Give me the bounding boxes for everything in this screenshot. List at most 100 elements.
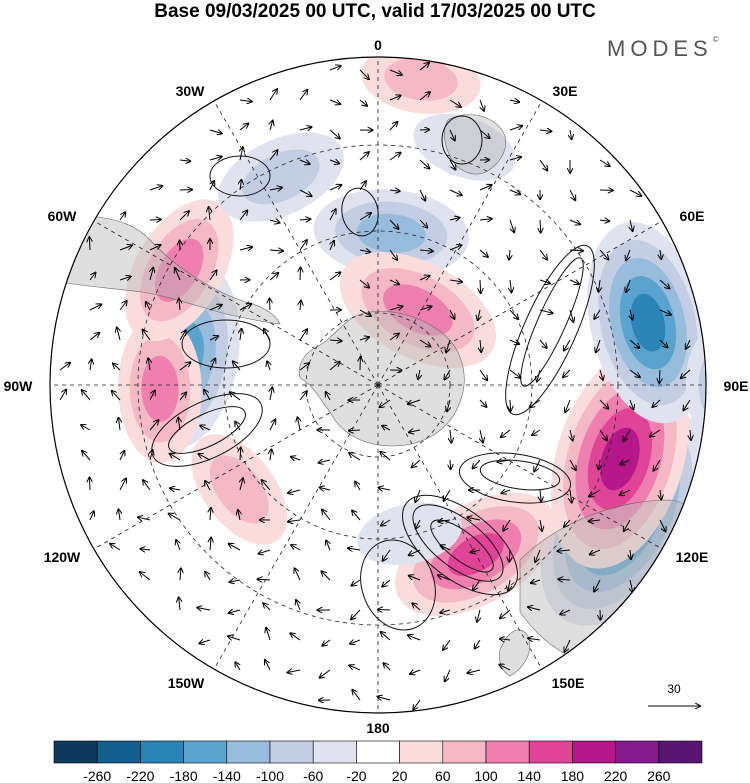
wind-arrow	[258, 579, 271, 580]
wind-arrow	[330, 241, 334, 251]
wind-arrow	[382, 426, 391, 430]
wind-arrow	[509, 189, 520, 194]
lon-label-30e: 30E	[553, 83, 578, 99]
anomaly-center-14	[357, 502, 462, 566]
wind-arrow	[329, 272, 340, 281]
wind-arrow	[419, 92, 430, 101]
wind-arrow	[269, 150, 278, 161]
wind-arrow	[539, 280, 550, 283]
wind-arrow	[589, 489, 601, 497]
wind-arrow	[412, 603, 421, 611]
wind-arrow	[419, 219, 427, 228]
colorbar-swatch	[615, 740, 660, 764]
wind-arrow	[594, 309, 601, 319]
wind-arrow	[240, 448, 241, 461]
wind-arrow	[329, 129, 340, 139]
wind-arrow	[378, 697, 391, 700]
wind-arrow	[138, 517, 151, 520]
wind-arrow	[239, 124, 248, 131]
wind-arrow	[419, 339, 431, 347]
wind-arrow	[569, 189, 575, 200]
wind-arrow	[288, 670, 301, 673]
anomaly-level	[413, 113, 516, 181]
wind-arrow	[349, 430, 361, 431]
longitude-labels: 0 30W 30E 60W 60E 90W 90E 120W 120E 150W…	[4, 37, 749, 736]
wind-arrow	[509, 249, 510, 260]
meridian	[213, 384, 379, 670]
colorbar-tick-label: -260	[83, 768, 111, 783]
reference-vector-label: 30	[667, 682, 681, 696]
colorbar-swatch	[572, 740, 616, 764]
wind-arrow	[230, 580, 241, 582]
wind-arrow	[269, 420, 275, 431]
wind-arrow	[229, 544, 241, 551]
wind-arrow	[326, 392, 330, 401]
wind-arrow	[299, 127, 312, 130]
wind-arrow	[630, 549, 631, 559]
anomaly-field	[50, 57, 706, 713]
wind-arrow	[263, 603, 271, 611]
wind-arrow	[389, 96, 401, 101]
wind-arrow	[629, 369, 640, 377]
wind-arrow	[143, 480, 151, 491]
wind-arrow	[445, 669, 451, 681]
wind-arrow	[509, 309, 518, 319]
wind-arrow	[508, 579, 510, 591]
wind-arrow	[90, 478, 91, 491]
wind-arrow	[415, 489, 421, 502]
land-masses	[59, 114, 706, 677]
wind-arrow	[348, 548, 361, 550]
wind-arrow	[652, 399, 661, 407]
wind-arrow	[239, 304, 251, 311]
wind-arrow	[89, 304, 101, 311]
wind-arrow	[440, 610, 451, 613]
wind-arrow	[570, 489, 572, 503]
wind-arrow	[659, 339, 668, 347]
wind-arrow	[89, 333, 99, 341]
wind-arrow	[355, 482, 361, 491]
wind-arrow	[235, 422, 241, 431]
colorbar-swatch	[226, 740, 271, 764]
colorbar-tick-label: -140	[213, 768, 241, 783]
wind-arrow	[531, 580, 541, 583]
wind-arrow	[179, 393, 186, 401]
wind-arrow	[262, 480, 271, 491]
wind-arrow	[510, 279, 512, 292]
wind-arrow	[659, 369, 660, 383]
wind-arrow	[240, 147, 243, 161]
wind-arrow	[528, 607, 541, 610]
wind-arrow	[82, 451, 91, 461]
wind-arrow	[266, 628, 271, 641]
colorbar-swatch	[183, 740, 228, 764]
wind-arrow	[120, 451, 124, 461]
wind-arrow	[389, 219, 399, 229]
colorbar-tick-label: -100	[256, 768, 284, 783]
wind-arrow	[499, 665, 511, 671]
lon-label-90e: 90E	[724, 378, 749, 394]
wind-arrow	[296, 600, 300, 611]
wind-arrow	[81, 425, 91, 431]
wind-arrow	[380, 399, 391, 407]
wind-arrow	[534, 459, 541, 472]
wind-arrow	[149, 420, 158, 431]
wind-arrow	[509, 369, 520, 378]
wind-arrow	[501, 429, 511, 437]
wind-arrow	[264, 329, 271, 341]
wind-arrow	[620, 459, 631, 464]
wind-arrow	[148, 358, 150, 371]
meridian	[377, 100, 543, 386]
meridian	[93, 220, 379, 386]
wind-arrow	[650, 429, 661, 437]
wind-arrow	[683, 399, 691, 410]
wind-arrow	[359, 152, 369, 161]
colorbar-tick-label: -180	[170, 768, 198, 783]
wind-arrow	[444, 489, 451, 501]
wind-arrow	[239, 100, 252, 102]
wind-arrow	[475, 639, 481, 649]
wind-arrow	[569, 280, 579, 284]
lon-label-150e: 150E	[552, 675, 585, 691]
colorbar	[53, 740, 703, 764]
wind-arrow	[557, 550, 571, 551]
wind-arrow	[233, 361, 241, 371]
wind-arrow	[389, 249, 397, 260]
